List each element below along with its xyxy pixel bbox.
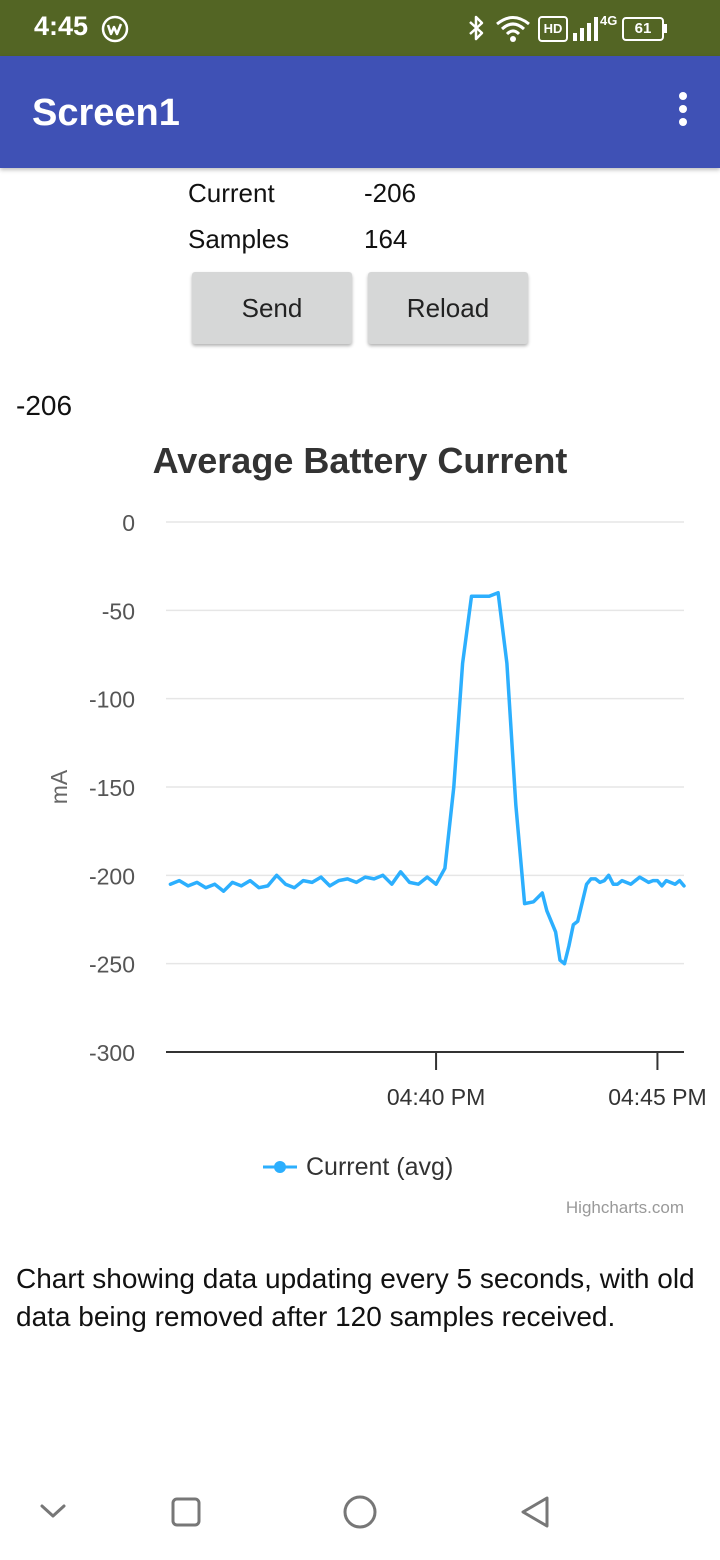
y-tick-label: 0	[122, 510, 135, 536]
current-reading: -206	[16, 390, 73, 421]
samples-value: 164	[364, 224, 408, 254]
reload-button[interactable]: Reload	[368, 272, 528, 344]
current-label: Current	[188, 178, 275, 208]
chart-legend[interactable]: Current (avg)	[262, 1151, 453, 1183]
chart-description: Chart showing data updating every 5 seco…	[16, 1263, 695, 1332]
status-bar: 4:45 HD 4G 61	[0, 0, 720, 56]
navigation-bar	[0, 1470, 720, 1560]
legend-series-symbol	[263, 1161, 297, 1173]
legend-series-name: Current (avg)	[306, 1152, 454, 1181]
battery-current-chart: 0 -50 -100 -150 -200 -250 -300 04:40 PM 04:45 PM…	[46, 510, 707, 1110]
y-axis-title: mA	[46, 769, 72, 804]
app-bar: Screen1	[0, 56, 720, 168]
back-icon[interactable]	[516, 1493, 554, 1531]
y-tick-label: -100	[89, 687, 135, 713]
nav-collapse-icon[interactable]	[36, 1494, 70, 1528]
series-line-current-avg	[168, 590, 686, 966]
more-vert-icon[interactable]	[672, 92, 694, 132]
vpn-badge-icon	[101, 15, 129, 43]
home-icon[interactable]	[341, 1493, 379, 1531]
bluetooth-icon	[469, 15, 484, 41]
battery-level: 61	[634, 20, 652, 37]
network-type-label: 4G	[600, 13, 618, 28]
battery-tip	[664, 24, 667, 33]
y-tick-label: -150	[89, 775, 135, 801]
hd-label: HD	[543, 21, 563, 36]
network-type-icon: 4G	[600, 13, 617, 28]
x-tick-label: 04:45 PM	[608, 1084, 706, 1110]
recents-icon[interactable]	[168, 1494, 204, 1530]
y-tick-label: -200	[89, 863, 135, 889]
samples-label: Samples	[188, 224, 290, 254]
x-tick-label: 04:40 PM	[387, 1084, 485, 1110]
chart-title: Average Battery Current	[152, 440, 568, 481]
app-title: Screen1	[32, 92, 180, 134]
hd-icon: HD	[538, 16, 568, 42]
current-value: -206	[364, 178, 417, 208]
wifi-icon	[496, 16, 530, 42]
send-button[interactable]: Send	[192, 272, 352, 344]
y-tick-label: -250	[89, 952, 135, 978]
signal-icon	[573, 17, 598, 41]
y-tick-label: -300	[89, 1040, 135, 1066]
highcharts-credit-link[interactable]: Highcharts.com	[565, 1198, 684, 1217]
status-time: 4:45	[34, 11, 89, 41]
y-tick-label: -50	[102, 598, 135, 624]
battery-icon: 61	[622, 17, 664, 41]
